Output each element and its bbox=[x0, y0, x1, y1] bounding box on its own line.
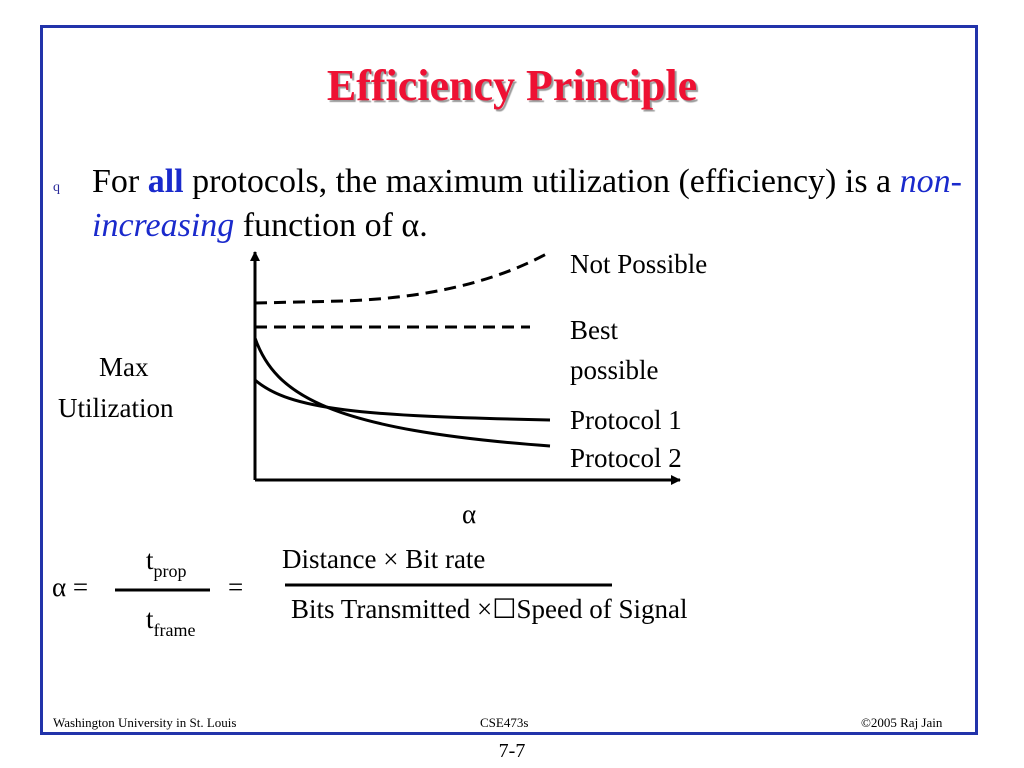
y-axis-label-line2: Utilization bbox=[58, 393, 174, 423]
formula-numerator: Distance × Bit rate bbox=[282, 544, 486, 574]
page-number: 7-7 bbox=[498, 740, 526, 762]
label-best-line2: possible bbox=[570, 355, 659, 385]
bullet-italic-phrase: non-increasing bbox=[92, 163, 962, 244]
series-not-possible bbox=[254, 250, 551, 305]
slide-title: Efficiency Principle bbox=[326, 61, 698, 110]
bullet-mid: protocols, the maximum utilization (effi… bbox=[183, 163, 900, 200]
bullet-marker: q bbox=[53, 180, 60, 195]
label-protocol-2: Protocol 2 bbox=[570, 443, 682, 473]
label-not-possible: Not Possible bbox=[570, 249, 708, 279]
footer-center: CSE473s bbox=[480, 715, 529, 730]
bullet-bold-word: all bbox=[147, 163, 184, 200]
formula-tprop-sub: prop bbox=[153, 561, 187, 581]
formula-lhs: α = bbox=[52, 572, 89, 602]
label-protocol-1: Protocol 1 bbox=[570, 405, 682, 435]
series-protocol-1 bbox=[254, 378, 551, 422]
footer-left: Washington University in St. Louis bbox=[53, 715, 237, 730]
bullet-pre: For bbox=[92, 163, 148, 200]
footer-right: ©2005 Raj Jain bbox=[861, 715, 943, 730]
bullet-text: For all protocols, the maximum utilizati… bbox=[92, 160, 972, 248]
label-best-line1: Best bbox=[570, 315, 619, 345]
formula-tframe-sub: frame bbox=[153, 620, 196, 640]
formula-tframe-t: t bbox=[146, 604, 154, 634]
bullet-post: function of α. bbox=[234, 207, 428, 244]
formula-tprop-t: t bbox=[146, 545, 154, 575]
slide-frame bbox=[40, 25, 978, 735]
formula-tframe: tframe bbox=[146, 604, 195, 640]
formula-equals: = bbox=[228, 572, 244, 602]
formula-denominator: Bits Transmitted ×☐Speed of Signal bbox=[291, 594, 688, 624]
series-protocol-2 bbox=[253, 337, 551, 448]
x-axis-label: α bbox=[462, 499, 477, 529]
formula-tprop: tprop bbox=[146, 545, 187, 581]
y-axis-label-line1: Max bbox=[99, 352, 149, 382]
